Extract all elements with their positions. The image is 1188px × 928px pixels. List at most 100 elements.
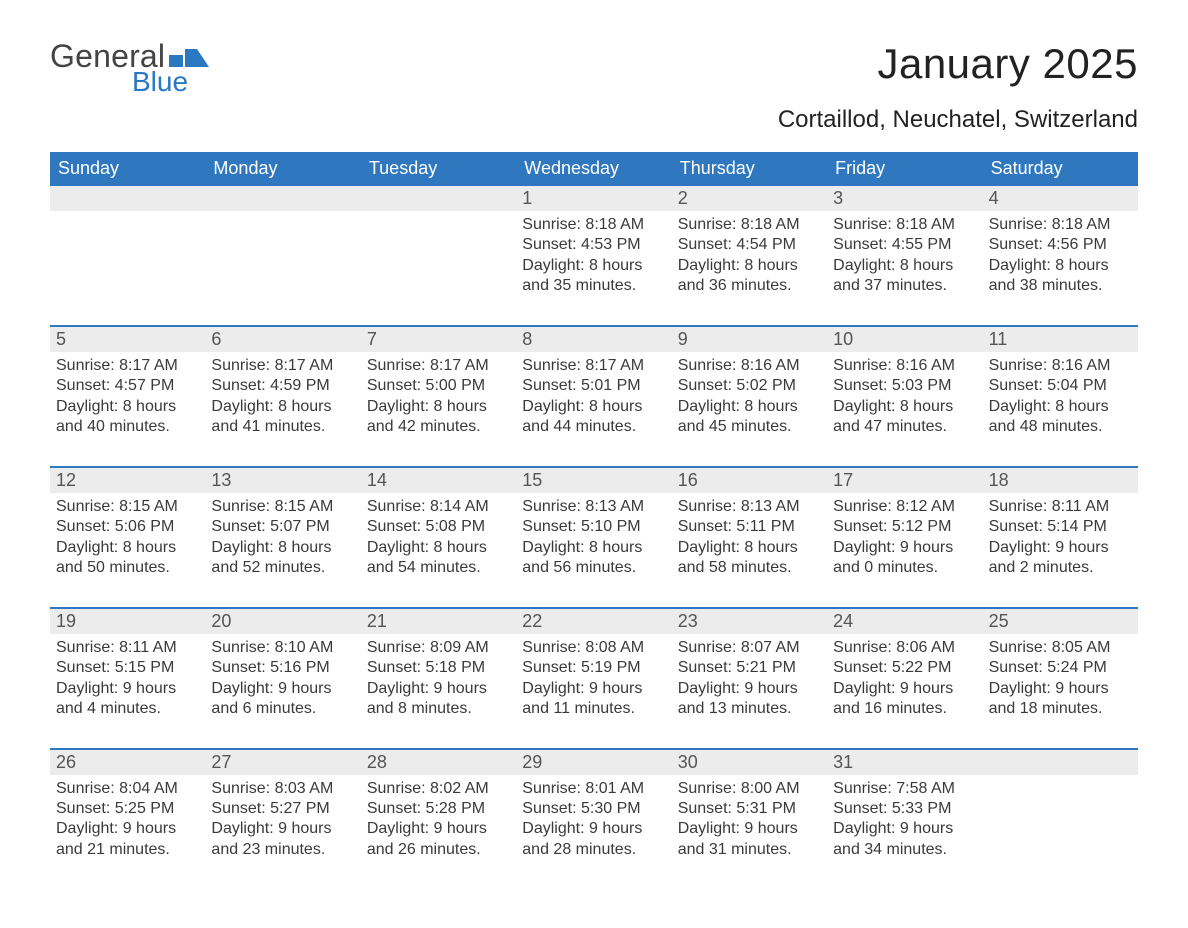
sunset-text: Sunset: 5:33 PM: [833, 799, 976, 819]
daylight-text: Daylight: 9 hours and 34 minutes.: [833, 819, 976, 860]
dayhdr-fri: Friday: [827, 152, 982, 186]
day-number: 12: [50, 468, 205, 493]
sunrise-text: Sunrise: 8:04 AM: [56, 779, 199, 799]
day-cell: Sunrise: 8:07 AMSunset: 5:21 PMDaylight:…: [672, 634, 827, 748]
daylight-text: Daylight: 9 hours and 13 minutes.: [678, 679, 821, 720]
calendar-day-header: Sunday Monday Tuesday Wednesday Thursday…: [50, 152, 1138, 186]
day-number: 16: [672, 468, 827, 493]
dayhdr-tue: Tuesday: [361, 152, 516, 186]
daylight-text: Daylight: 9 hours and 2 minutes.: [989, 538, 1132, 579]
logo-word2: Blue: [132, 68, 211, 96]
day-number: 10: [827, 327, 982, 352]
day-cell: Sunrise: 8:17 AMSunset: 4:57 PMDaylight:…: [50, 352, 205, 466]
day-number: 5: [50, 327, 205, 352]
day-number: 24: [827, 609, 982, 634]
daylight-text: Daylight: 8 hours and 54 minutes.: [367, 538, 510, 579]
day-number: 31: [827, 750, 982, 775]
day-number: 2: [672, 186, 827, 211]
day-cell: Sunrise: 8:01 AMSunset: 5:30 PMDaylight:…: [516, 775, 671, 889]
sunset-text: Sunset: 5:27 PM: [211, 799, 354, 819]
sunrise-text: Sunrise: 8:14 AM: [367, 497, 510, 517]
day-number: 13: [205, 468, 360, 493]
day-number: 11: [983, 327, 1138, 352]
sunrise-text: Sunrise: 8:02 AM: [367, 779, 510, 799]
day-number: 17: [827, 468, 982, 493]
dayhdr-sun: Sunday: [50, 152, 205, 186]
day-cell: Sunrise: 8:11 AMSunset: 5:14 PMDaylight:…: [983, 493, 1138, 607]
day-cell: Sunrise: 8:13 AMSunset: 5:10 PMDaylight:…: [516, 493, 671, 607]
day-cell: Sunrise: 8:09 AMSunset: 5:18 PMDaylight:…: [361, 634, 516, 748]
sunset-text: Sunset: 5:28 PM: [367, 799, 510, 819]
day-number: 19: [50, 609, 205, 634]
day-number: 29: [516, 750, 671, 775]
day-number: 20: [205, 609, 360, 634]
sunrise-text: Sunrise: 8:18 AM: [989, 215, 1132, 235]
sunset-text: Sunset: 5:04 PM: [989, 376, 1132, 396]
sunrise-text: Sunrise: 8:17 AM: [56, 356, 199, 376]
calendar-week: 567891011Sunrise: 8:17 AMSunset: 4:57 PM…: [50, 325, 1138, 466]
daylight-text: Daylight: 8 hours and 56 minutes.: [522, 538, 665, 579]
sunset-text: Sunset: 5:21 PM: [678, 658, 821, 678]
day-cell: Sunrise: 8:06 AMSunset: 5:22 PMDaylight:…: [827, 634, 982, 748]
daylight-text: Daylight: 8 hours and 40 minutes.: [56, 397, 199, 438]
sunset-text: Sunset: 4:53 PM: [522, 235, 665, 255]
page-subtitle: Cortaillod, Neuchatel, Switzerland: [778, 106, 1138, 134]
day-cell: [50, 211, 205, 325]
sunset-text: Sunset: 5:06 PM: [56, 517, 199, 537]
day-cell: Sunrise: 8:16 AMSunset: 5:04 PMDaylight:…: [983, 352, 1138, 466]
daylight-text: Daylight: 8 hours and 58 minutes.: [678, 538, 821, 579]
calendar-week: 262728293031Sunrise: 8:04 AMSunset: 5:25…: [50, 748, 1138, 889]
day-number: 28: [361, 750, 516, 775]
day-cell: Sunrise: 8:12 AMSunset: 5:12 PMDaylight:…: [827, 493, 982, 607]
day-number: 26: [50, 750, 205, 775]
day-cell: Sunrise: 8:17 AMSunset: 5:00 PMDaylight:…: [361, 352, 516, 466]
daylight-text: Daylight: 8 hours and 36 minutes.: [678, 256, 821, 297]
day-cell: Sunrise: 8:16 AMSunset: 5:03 PMDaylight:…: [827, 352, 982, 466]
day-cell: Sunrise: 8:18 AMSunset: 4:56 PMDaylight:…: [983, 211, 1138, 325]
day-cell: [983, 775, 1138, 889]
sunset-text: Sunset: 4:54 PM: [678, 235, 821, 255]
dayhdr-mon: Monday: [205, 152, 360, 186]
daylight-text: Daylight: 9 hours and 18 minutes.: [989, 679, 1132, 720]
day-cell: Sunrise: 8:17 AMSunset: 4:59 PMDaylight:…: [205, 352, 360, 466]
sunrise-text: Sunrise: 8:11 AM: [56, 638, 199, 658]
calendar: Sunday Monday Tuesday Wednesday Thursday…: [50, 152, 1138, 888]
calendar-weeks: 1234Sunrise: 8:18 AMSunset: 4:53 PMDayli…: [50, 186, 1138, 888]
sunrise-text: Sunrise: 8:13 AM: [678, 497, 821, 517]
sunset-text: Sunset: 5:11 PM: [678, 517, 821, 537]
sunrise-text: Sunrise: 8:11 AM: [989, 497, 1132, 517]
sunrise-text: Sunrise: 8:06 AM: [833, 638, 976, 658]
day-cell: [361, 211, 516, 325]
daylight-text: Daylight: 9 hours and 28 minutes.: [522, 819, 665, 860]
day-cell: Sunrise: 8:10 AMSunset: 5:16 PMDaylight:…: [205, 634, 360, 748]
sunset-text: Sunset: 5:31 PM: [678, 799, 821, 819]
sunset-text: Sunset: 5:14 PM: [989, 517, 1132, 537]
sunset-text: Sunset: 5:15 PM: [56, 658, 199, 678]
daylight-text: Daylight: 8 hours and 41 minutes.: [211, 397, 354, 438]
day-cell: Sunrise: 8:17 AMSunset: 5:01 PMDaylight:…: [516, 352, 671, 466]
sunrise-text: Sunrise: 8:16 AM: [989, 356, 1132, 376]
daylight-text: Daylight: 8 hours and 50 minutes.: [56, 538, 199, 579]
sunset-text: Sunset: 5:02 PM: [678, 376, 821, 396]
sunset-text: Sunset: 5:08 PM: [367, 517, 510, 537]
day-cell: Sunrise: 8:18 AMSunset: 4:53 PMDaylight:…: [516, 211, 671, 325]
sunrise-text: Sunrise: 8:03 AM: [211, 779, 354, 799]
daylight-text: Daylight: 8 hours and 35 minutes.: [522, 256, 665, 297]
day-number: 4: [983, 186, 1138, 211]
sunset-text: Sunset: 4:55 PM: [833, 235, 976, 255]
daylight-text: Daylight: 9 hours and 6 minutes.: [211, 679, 354, 720]
sunrise-text: Sunrise: 8:05 AM: [989, 638, 1132, 658]
day-cell: Sunrise: 8:03 AMSunset: 5:27 PMDaylight:…: [205, 775, 360, 889]
daylight-text: Daylight: 8 hours and 38 minutes.: [989, 256, 1132, 297]
day-cell: Sunrise: 8:13 AMSunset: 5:11 PMDaylight:…: [672, 493, 827, 607]
sunrise-text: Sunrise: 8:13 AM: [522, 497, 665, 517]
title-block: January 2025 Cortaillod, Neuchatel, Swit…: [778, 40, 1138, 134]
day-cell: Sunrise: 8:05 AMSunset: 5:24 PMDaylight:…: [983, 634, 1138, 748]
day-number: 21: [361, 609, 516, 634]
daylight-text: Daylight: 8 hours and 42 minutes.: [367, 397, 510, 438]
day-number: [983, 750, 1138, 775]
sunset-text: Sunset: 4:59 PM: [211, 376, 354, 396]
sunrise-text: Sunrise: 8:17 AM: [367, 356, 510, 376]
sunset-text: Sunset: 4:57 PM: [56, 376, 199, 396]
calendar-week: 12131415161718Sunrise: 8:15 AMSunset: 5:…: [50, 466, 1138, 607]
